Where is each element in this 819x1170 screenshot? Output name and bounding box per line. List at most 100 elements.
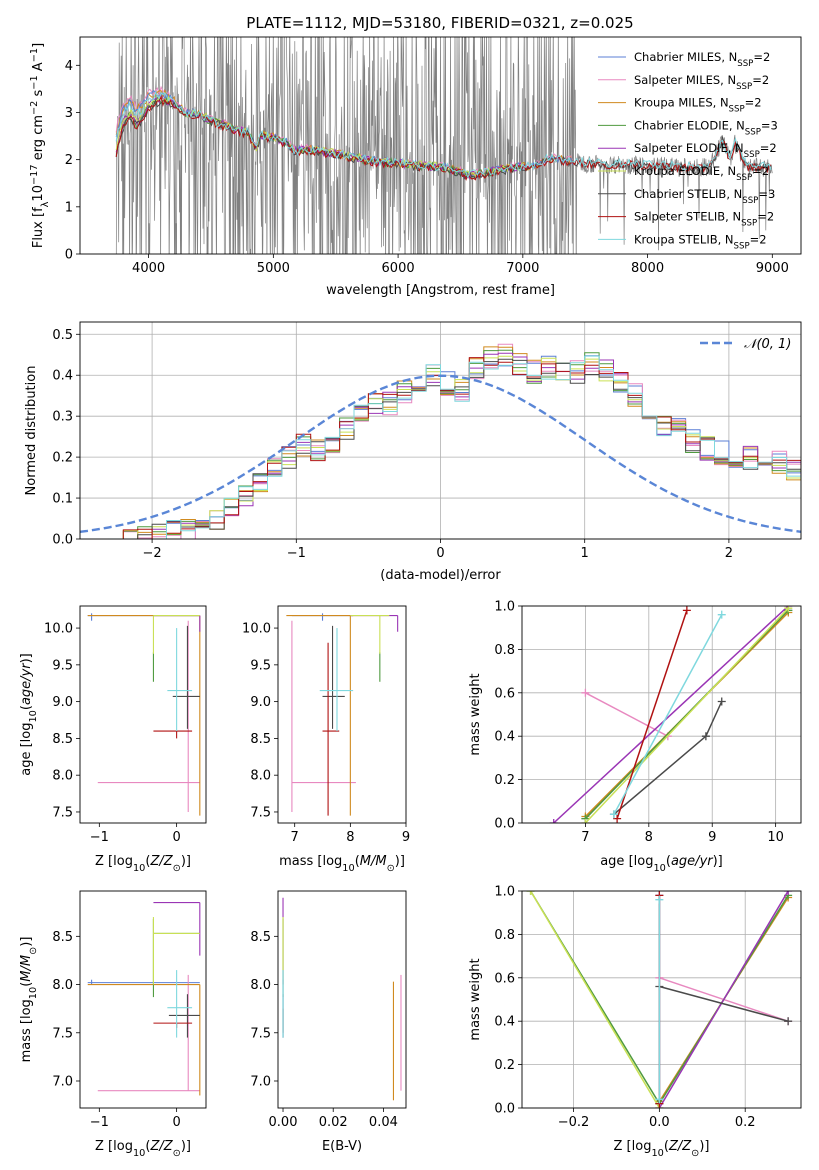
y-tick-label: 1.0 [494,885,515,900]
label-fragment: ( [145,1139,150,1154]
label-fragment: Kroupa MILES, N [634,96,729,110]
x-axis-label: E(B-V) [322,1139,362,1154]
y-tick-label: 0.3 [52,410,73,425]
x-tick-label: 0.0 [649,1115,670,1130]
mass-weight-marker [784,606,793,613]
y-tick-label: 7.0 [52,1074,73,1089]
x-tick-label: 0 [172,830,180,845]
y-tick-label: 0.2 [52,451,73,466]
label-fragment: Z/Z [149,854,173,869]
label-fragment: 10 [651,1148,663,1159]
mass-weight-marker [581,819,590,823]
label-fragment: −2 [29,101,40,115]
label-fragment: SSP [729,105,745,115]
label-fragment: erg cm [31,115,46,164]
axes-frame [79,605,207,824]
y-tick-label: 8.0 [250,769,271,784]
y-tick-label: 4 [65,59,73,74]
axes-frame [277,605,407,824]
y-tick-label: 0.2 [494,1058,515,1073]
label-fragment: ⊙ [691,1148,699,1159]
y-tick-label: 0.8 [494,643,515,658]
y-tick-label: 8.5 [250,930,271,945]
label-fragment: log [322,854,342,869]
label-fragment: Z [ [614,1139,632,1154]
x-tick-label: −1 [90,830,109,845]
y-axis-label: age [log10(age/yr)] [19,653,39,776]
y-tick-label: 2 [65,153,73,168]
label-fragment: log [113,854,133,869]
legend-entry-label: 𝒩(0, 1) [744,337,791,352]
label-fragment: ⊙ [28,947,39,955]
label-fragment: SSP [736,82,752,92]
label-fragment: 10 [342,863,354,874]
label-fragment: =2 [753,50,770,64]
x-tick-label: 6000 [382,261,415,276]
x-tick-label: 7 [581,830,589,845]
legend-entry-label: Salpeter MILES, NSSP=2 [634,73,769,92]
y-tick-label: 0.0 [494,817,515,832]
x-tick-label: 0 [436,546,444,561]
axes-frame [79,36,802,255]
legend-entry-label: Salpeter ELODIE, NSSP=2 [634,141,777,160]
label-fragment: mass [ [279,854,322,869]
label-fragment: log [19,723,34,743]
x-tick-label: 9 [402,830,410,845]
label-fragment: age [ [19,742,34,775]
y-axis-label: mass [log10(M/M⊙)] [19,937,39,1063]
residual-histogram-step [108,343,801,539]
label-fragment: 10 [28,710,39,722]
y-tick-label: 10.0 [44,622,73,637]
x-axis-label: mass [log10(M/M⊙)] [279,854,405,874]
plot-area [80,343,801,539]
mass-vs-reddening-panel: 0.00 0.02 0.04 7.0 7.5 8.0 8.5 E(B-V) [250,890,407,1154]
y-tick-label: 0.6 [494,971,515,986]
label-fragment: )] [713,854,723,869]
y-tick-label: 0.8 [494,928,515,943]
label-fragment: age/yr [671,854,714,869]
y-tick-label: 0.4 [494,730,515,745]
label-fragment: =2 [760,141,777,155]
label-fragment: Chabrier ELODIE, N [634,118,745,132]
mass-weight-marker [581,688,590,697]
label-fragment: age [ [600,854,633,869]
label-fragment: Z/Z [668,1139,692,1154]
y-tick-label: 7.0 [250,1074,271,1089]
mass-weight-line [553,606,789,823]
residual-histogram-step [108,346,801,539]
mass-weight-line [616,610,688,819]
label-fragment: mass [ [19,1019,34,1062]
label-fragment: ( [355,854,360,869]
y-tick-label: 8.5 [52,732,73,747]
mass-weight-marker [655,895,664,904]
label-fragment: =2 [752,73,769,87]
y-tick-label: 0.5 [52,328,73,343]
mass-weight-line [529,891,661,1108]
x-axis-label: Z [log10(Z/Z⊙)] [95,1139,191,1159]
plot-area [282,897,402,1101]
y-tick-label: 0.4 [494,1015,515,1030]
label-fragment: wavelength [Angstrom, rest frame] [326,283,555,298]
axes-frame [277,890,407,1109]
label-fragment: ( [19,982,34,987]
mass-weight-line [658,891,789,1108]
y-tick-label: 9.5 [52,658,73,673]
label-fragment: log [632,1139,652,1154]
label-fragment: ( [145,854,150,869]
label-fragment: =2 [750,232,767,246]
x-tick-label: 9 [708,830,716,845]
x-axis-label: Z [log10(Z/Z⊙)] [95,854,191,874]
label-fragment: ( [666,854,671,869]
mass-weight-marker [682,606,691,615]
x-tick-label: 0.04 [369,1115,398,1130]
y-tick-label: 9.0 [250,695,271,710]
legend-entry-label: Kroupa MILES, NSSP=2 [634,96,762,115]
y-tick-label: 7.5 [52,805,73,820]
label-fragment: SSP [745,127,761,137]
plot-area [526,891,793,1108]
y-tick-label: 10.0 [242,622,271,637]
label-fragment: log [19,999,34,1019]
label-fragment: s [31,89,46,100]
